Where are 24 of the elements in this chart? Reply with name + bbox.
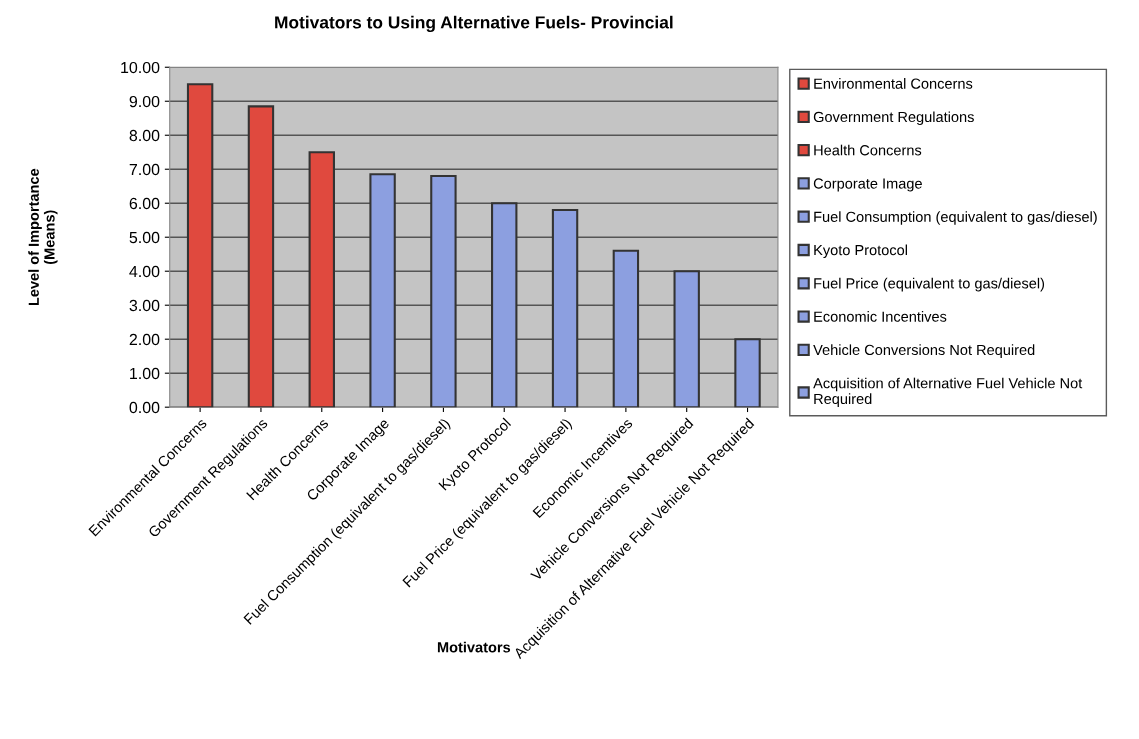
- y-tick-label: 0.00: [129, 401, 160, 414]
- y-tick-label: 3.00: [129, 299, 160, 312]
- y-tick-label: 9.00: [129, 95, 160, 108]
- legend-label: Acquisition of Alternative Fuel Vehicle Not Required: [813, 377, 1083, 407]
- y-tick-label: 7.00: [129, 163, 160, 176]
- legend-label: Fuel Price (equivalent to gas/diesel): [814, 277, 1045, 292]
- legend-label: Health Concerns: [814, 144, 922, 156]
- legend-label: Vehicle Conversions Not Required: [813, 344, 1035, 358]
- y-tick-label: 1.00: [130, 367, 160, 380]
- y-tick-label: 8.00: [129, 129, 160, 142]
- y-tick-label: 10.00: [121, 61, 160, 74]
- y-tick-label: 6.00: [129, 197, 160, 210]
- legend-label: Fuel Consumption (equivalent to gas/diesel): [814, 211, 1097, 225]
- chart-title: Motivators to Using Alternative Fuels- Provincial: [275, 15, 673, 33]
- y-tick-label: 4.00: [129, 265, 160, 278]
- legend-label: Economic Incentives: [814, 311, 947, 322]
- x-axis-title: Motivators: [437, 641, 511, 653]
- y-tick-label: 5.00: [129, 231, 160, 244]
- legend-label: Government Regulations: [813, 111, 974, 125]
- legend-label: Corporate Image: [813, 178, 922, 192]
- legend-label: Environmental Concerns: [814, 78, 973, 89]
- y-tick-label: 2.00: [129, 333, 160, 346]
- legend-label: Kyoto Protocol: [814, 244, 907, 259]
- y-axis-title: Level of Importance (Means): [28, 168, 58, 306]
